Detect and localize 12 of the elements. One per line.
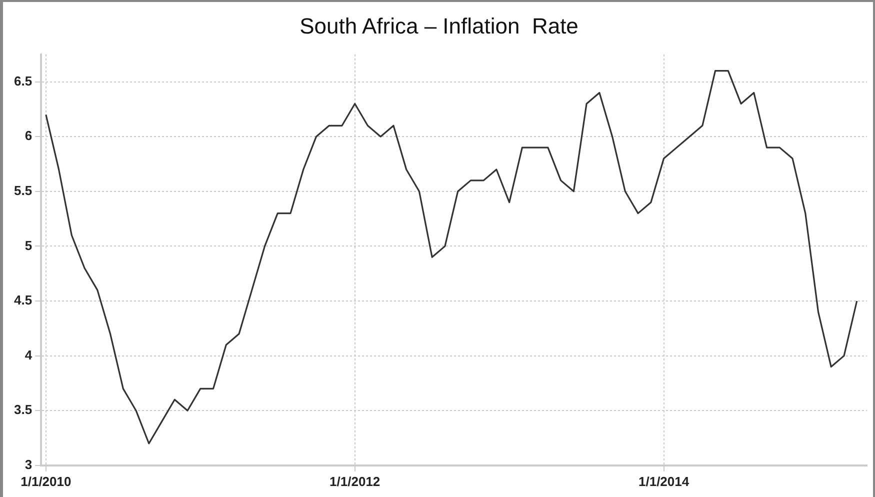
- y-tick-label: 3.5: [14, 402, 32, 418]
- y-tick-label: 3: [24, 456, 32, 472]
- x-tick-label: 1/1/2012: [330, 474, 380, 489]
- y-tick-label: 4.5: [14, 292, 32, 308]
- y-tick-label: 6: [24, 128, 32, 144]
- y-tick-label: 5.5: [14, 182, 32, 198]
- y-tick-label: 4: [24, 347, 33, 362]
- chart-title: South Africa – Inflation Rate: [300, 13, 578, 38]
- y-tick-label: 5: [24, 238, 32, 253]
- y-tick-label: 6.5: [14, 73, 32, 88]
- x-tick-label: 1/1/2010: [20, 474, 72, 489]
- x-tick-label: 1/1/2014: [638, 474, 690, 489]
